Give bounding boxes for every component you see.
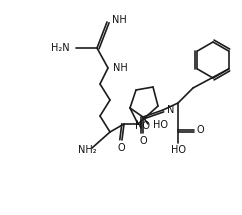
Text: HO: HO: [171, 145, 186, 155]
Text: NH: NH: [112, 15, 127, 25]
Text: HO: HO: [135, 121, 150, 131]
Text: NH: NH: [113, 63, 128, 73]
Text: NH₂: NH₂: [78, 145, 96, 155]
Text: HO: HO: [153, 120, 168, 130]
Text: H₂N: H₂N: [51, 43, 69, 53]
Text: N: N: [167, 105, 174, 115]
Text: O: O: [196, 125, 204, 135]
Text: O: O: [117, 143, 125, 153]
Text: N: N: [135, 120, 143, 130]
Text: O: O: [139, 136, 147, 146]
